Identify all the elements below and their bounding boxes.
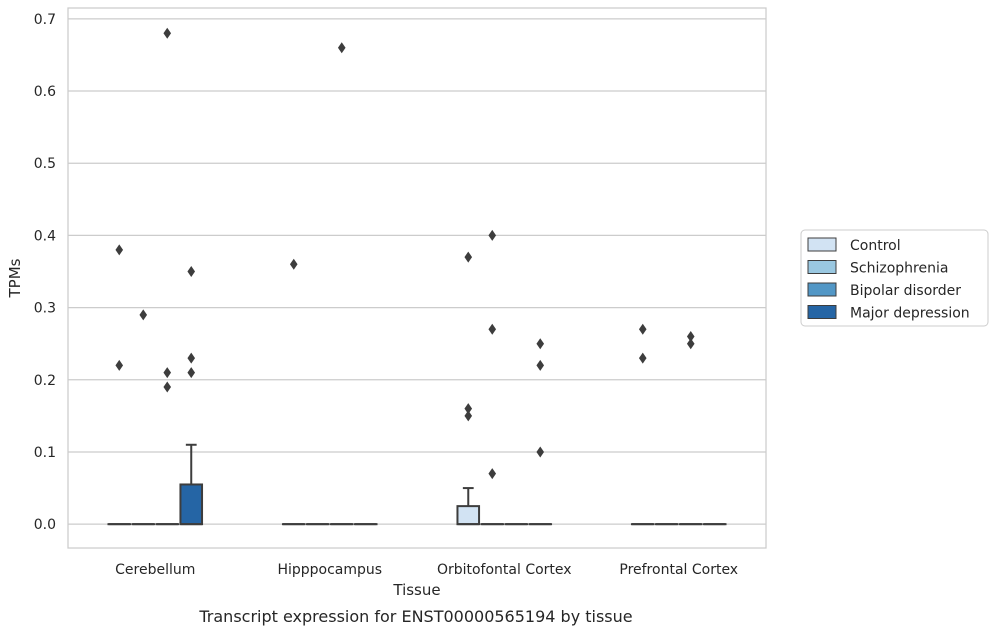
legend-item: Schizophrenia (807, 260, 948, 277)
box-control (107, 244, 132, 526)
outlier-point (464, 403, 473, 415)
box-bipolar-disorder (155, 27, 180, 526)
y-tick-label: 0.5 (34, 156, 56, 172)
outlier-point (187, 352, 196, 364)
outlier-point (638, 323, 647, 335)
legend-label: Major depression (850, 306, 970, 322)
outlier-point (139, 309, 148, 321)
box-bipolar-disorder (678, 330, 703, 526)
box-major-depression (179, 266, 204, 526)
outlier-point (488, 229, 497, 241)
legend-item: Major depression (807, 305, 970, 322)
y-tick-label: 0.2 (34, 373, 56, 389)
outlier-point (464, 410, 473, 422)
box-body (456, 505, 481, 526)
outlier-point (163, 367, 172, 379)
y-tick-label: 0.1 (34, 445, 56, 461)
outlier-point (488, 323, 497, 335)
legend-item: Bipolar disorder (807, 282, 961, 299)
legend-frame (800, 229, 989, 327)
legend-swatch (807, 305, 837, 319)
box-schizophrenia (131, 309, 156, 526)
box-bipolar-disorder (329, 42, 354, 526)
y-tick-label: 0.0 (34, 517, 56, 533)
y-tick-label: 0.6 (34, 84, 56, 100)
y-axis-label: TPMs (6, 258, 24, 298)
y-tick-label: 0.4 (34, 228, 56, 244)
y-tick-label: 0.7 (34, 12, 56, 28)
box-major-depression (528, 338, 553, 526)
box-plot-series (107, 27, 727, 526)
outlier-point (115, 244, 124, 256)
legend-swatch (807, 237, 837, 252)
outlier-point (638, 352, 647, 364)
legend-label: Schizophrenia (850, 261, 948, 277)
legend-swatch (807, 260, 837, 274)
outlier-point (488, 468, 497, 480)
outlier-point (187, 266, 196, 278)
outlier-point (536, 338, 545, 350)
outlier-point (337, 42, 346, 54)
outlier-point (163, 381, 172, 393)
chart-caption: Transcript expression for ENST0000056519… (198, 607, 632, 626)
x-tick-label: Cerebellum (115, 562, 195, 578)
outlier-point (187, 367, 196, 379)
x-axis-label: Tissue (392, 581, 440, 599)
grid-lines (68, 18, 766, 525)
legend: Control Schizophrenia Bipolar disorder Majo… (800, 229, 989, 327)
plot-area-frame (67, 7, 767, 549)
box-schizophrenia (480, 229, 505, 526)
y-tick-labels: 0.0 0.1 0.2 0.3 0.4 0.5 0.6 0.7 (34, 12, 56, 533)
x-tick-labels: Cerebellum Hipppocampus Orbitofontal Corte… (115, 562, 738, 578)
legend-label: Bipolar disorder (850, 283, 961, 299)
y-tick-label: 0.3 (34, 301, 56, 317)
box-control (456, 251, 481, 526)
x-tick-label: Prefrontal Cortex (619, 562, 738, 578)
x-tick-label: Hipppocampus (277, 562, 382, 578)
outlier-point (686, 330, 695, 342)
x-tick-label: Orbitofontal Cortex (437, 562, 572, 578)
box-control (630, 323, 655, 526)
outlier-point (464, 251, 473, 263)
outlier-point (163, 27, 172, 39)
outlier-point (115, 359, 124, 371)
outlier-point (536, 359, 545, 371)
outlier-point (686, 338, 695, 350)
legend-label: Control (850, 238, 901, 254)
legend-item: Control (807, 237, 901, 254)
legend-swatch (807, 282, 837, 297)
box-body (179, 483, 204, 526)
outlier-point (289, 258, 298, 270)
box-control (281, 258, 306, 526)
outlier-point (536, 446, 545, 458)
